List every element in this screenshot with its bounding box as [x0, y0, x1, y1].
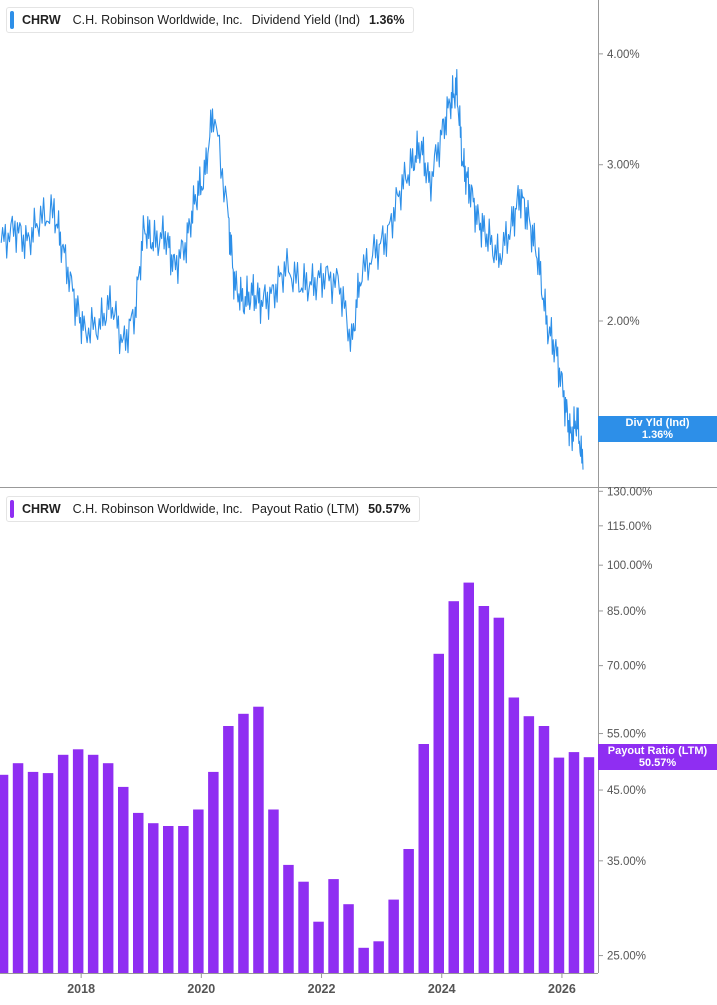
payout-bar: [253, 706, 264, 973]
bottom-legend-value: 50.57%: [368, 502, 411, 516]
payout-ratio-tag-value: 50.57%: [638, 757, 677, 769]
top-legend-value: 1.36%: [369, 13, 405, 27]
dividend-yield-last-value-tag: Div Yld (Ind) 1.36%: [598, 416, 717, 442]
payout-bar: [12, 763, 24, 973]
payout-bar: [388, 899, 399, 973]
payout-bar: [478, 606, 490, 973]
top-legend-metric: Dividend Yield (Ind): [251, 13, 361, 27]
top-legend-swatch: [10, 11, 14, 29]
yield-y-tick-label: 4.00%: [607, 49, 640, 61]
yield-y-tick-label: 3.00%: [607, 160, 640, 172]
payout-ratio-last-value-tag: Payout Ratio (LTM) 50.57%: [598, 744, 717, 770]
payout-bar: [72, 749, 84, 973]
payout-bar: [268, 809, 279, 973]
payout-bar: [373, 941, 384, 973]
payout-bar: [223, 726, 234, 973]
dividend-yield-tag-value: 1.36%: [641, 429, 674, 441]
payout-ratio-tag-label: Payout Ratio (LTM): [607, 745, 708, 757]
payout-bar: [493, 617, 505, 973]
payout-bar: [343, 904, 354, 973]
bottom-legend-ticker: CHRW: [22, 502, 61, 516]
payout-bar: [313, 921, 324, 973]
payout-y-tick-label: 55.00%: [607, 729, 646, 741]
x-tick-label: 2020: [187, 982, 215, 996]
top-legend-ticker: CHRW: [22, 13, 61, 27]
payout-bar: [27, 771, 39, 973]
bottom-legend-company: C.H. Robinson Worldwide, Inc.: [72, 502, 243, 516]
payout-bar: [193, 809, 204, 973]
payout-bar: [448, 601, 459, 973]
payout-bar: [508, 697, 520, 973]
payout-bar: [57, 754, 69, 973]
payout-bar: [283, 864, 294, 973]
payout-bar: [583, 757, 595, 973]
payout-y-tick-label: 70.00%: [607, 661, 646, 673]
payout-bar: [163, 826, 174, 973]
payout-bar: [238, 713, 249, 973]
dividend-yield-line: [0, 68, 584, 470]
top-legend-company: C.H. Robinson Worldwide, Inc.: [72, 13, 243, 27]
payout-y-tick-label: 115.00%: [607, 521, 652, 533]
payout-bar: [568, 752, 580, 973]
payout-y-tick-label: 85.00%: [607, 606, 646, 618]
payout-bar: [42, 773, 54, 973]
bottom-legend: CHRW C.H. Robinson Worldwide, Inc. Payou…: [6, 496, 420, 522]
payout-bar: [358, 947, 369, 973]
payout-bar: [118, 786, 129, 973]
payout-y-tick-label: 35.00%: [607, 856, 646, 868]
x-tick-label: 2022: [308, 982, 336, 996]
payout-bar: [208, 771, 219, 973]
payout-bar: [433, 653, 444, 973]
payout-bar: [328, 879, 339, 973]
payout-bar: [403, 849, 414, 973]
bottom-legend-metric: Payout Ratio (LTM): [251, 502, 360, 516]
payout-bar: [418, 744, 429, 973]
payout-bar: [148, 823, 159, 973]
yield-y-tick-label: 2.00%: [607, 316, 640, 328]
payout-ratio-bars: [0, 582, 595, 973]
payout-bar: [463, 582, 474, 973]
x-tick-label: 2018: [67, 982, 95, 996]
bottom-legend-swatch: [10, 500, 14, 518]
payout-bar: [178, 826, 189, 973]
payout-bar: [553, 757, 565, 973]
payout-y-tick-label: 45.00%: [607, 785, 646, 797]
payout-bar: [0, 774, 9, 973]
payout-y-tick-label: 25.00%: [607, 951, 646, 963]
x-tick-label: 2024: [428, 982, 456, 996]
payout-bar: [133, 812, 144, 973]
payout-bar: [538, 726, 550, 973]
payout-bar: [523, 716, 535, 973]
payout-bar: [87, 754, 99, 973]
payout-y-tick-label: 100.00%: [607, 560, 652, 572]
payout-bar: [298, 881, 309, 973]
payout-y-tick-label: 130.00%: [607, 486, 652, 498]
x-tick-label: 2026: [548, 982, 576, 996]
dividend-yield-tag-label: Div Yld (Ind): [625, 417, 690, 429]
payout-bar: [102, 763, 114, 973]
top-legend: CHRW C.H. Robinson Worldwide, Inc. Divid…: [6, 7, 414, 33]
